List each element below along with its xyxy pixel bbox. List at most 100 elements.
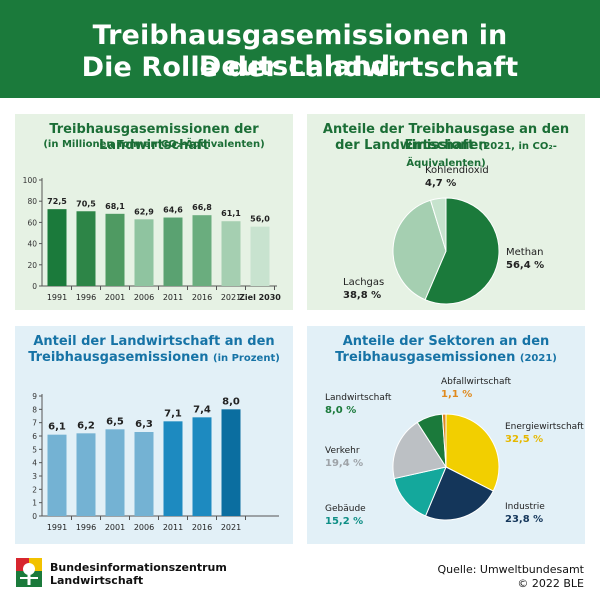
pie-value-label: 23,8 %: [505, 514, 543, 525]
bar-value-label: 6,5: [106, 416, 124, 427]
bar: [192, 215, 212, 286]
bar-value-label: 6,1: [48, 422, 66, 433]
panel-subtitle: (2021): [519, 353, 557, 364]
pie-legend-label: Verkehr: [325, 446, 360, 456]
bar: [47, 434, 67, 516]
bar-value-label: 8,0: [222, 396, 240, 407]
bar-value-label: 61,1: [221, 209, 241, 218]
bar-value-label: 7,1: [164, 408, 182, 419]
panel-title-line1: Anteil der Landwirtschaft an den: [33, 334, 275, 349]
x-tick-label: 2016: [192, 293, 212, 302]
ble-org-line2: Landwirtschaft: [50, 574, 144, 587]
bar: [105, 429, 125, 516]
bar: [221, 409, 241, 516]
y-tick-label: 3: [32, 472, 37, 481]
sectors-pie-chart: Energiewirtschaft 32,5 % Industrie 23,8 % Ge…: [325, 377, 584, 527]
y-tick-label: 100: [23, 176, 38, 185]
pie-legend-label: Landwirtschaft: [325, 393, 392, 403]
y-tick-label: 6: [32, 432, 37, 441]
x-tick-label: 2001: [105, 293, 125, 302]
y-tick-label: 5: [32, 445, 37, 454]
pie-value-label: 4,7 %: [425, 178, 456, 189]
bar-value-label: 72,5: [47, 197, 67, 206]
y-tick-label: 0: [32, 512, 37, 521]
panel-ag-share: Anteil der Landwirtschaft an den Treibha…: [15, 326, 293, 544]
ble-org-name: Bundesinformationszentrum Landwirtschaft: [50, 561, 227, 587]
ag-share-bar-chart: 0 1 2 3 4 5 6 7 8 9 6,1 1991 6,2 1996 6,5 2001 6,3 2006 7,…: [32, 392, 279, 532]
pie-slice: [393, 466, 447, 517]
bar: [163, 217, 183, 286]
gas-shares-pie-chart: Methan 56,4 % Lachgas 38,8 % Kohlendioxid 4,7…: [343, 165, 544, 305]
copyright-line: © 2022 BLE: [517, 577, 584, 590]
y-tick-label: 8: [32, 405, 37, 414]
pie-slice: [392, 199, 447, 301]
x-tick-label: 1991: [47, 523, 67, 532]
bar-value-label: 68,1: [105, 202, 125, 211]
panel-title-line2: Treibhausgasemissionen (in Prozent): [15, 350, 293, 367]
bar: [76, 433, 96, 516]
page-title-line1: Treibhausgasemissionen in Deutschland:: [92, 20, 508, 82]
panel-title-line2: der Landwirtschaft (2021, in CO₂-Äquival…: [307, 138, 585, 172]
bar: [134, 432, 154, 516]
pie-slice: [429, 197, 447, 252]
y-tick-label: 80: [27, 197, 37, 206]
x-tick-label: 2006: [134, 523, 154, 532]
pie-legend-label: Methan: [506, 247, 544, 258]
y-tick-label: 4: [32, 459, 37, 468]
ble-logo-icon: [16, 558, 42, 587]
pie-legend-label: Lachgas: [343, 277, 384, 288]
bar-value-label: 70,5: [76, 199, 96, 208]
bar-value-label: 7,4: [193, 404, 211, 415]
bar-value-label: 56,0: [250, 215, 270, 224]
panel-subtitle: (2021, in CO₂-Äquivalenten): [406, 141, 557, 169]
x-tick-label: 2021: [221, 293, 241, 302]
pie-value-label: 56,4 %: [506, 260, 544, 271]
y-tick-label: 1: [32, 499, 37, 508]
panel-title-line2-text: der Landwirtschaft: [335, 138, 475, 153]
pie-legend-label: Abfallwirtschaft: [441, 377, 512, 387]
bar: [192, 417, 212, 516]
bar-value-label: 6,3: [135, 419, 153, 430]
pie-value-label: 19,4 %: [325, 458, 363, 469]
pie-value-label: 38,8 %: [343, 290, 381, 301]
pie-legend-label: Energiewirtschaft: [505, 422, 584, 432]
pie-legend-label: Industrie: [505, 502, 545, 512]
y-tick-label: 0: [32, 282, 37, 291]
bar-value-label: 66,8: [192, 203, 212, 212]
panel-title-line1: Anteile der Treibhausgase an den Emissio…: [322, 122, 570, 153]
panel-gas-shares: Anteile der Treibhausgase an den Emissio…: [307, 114, 585, 310]
y-tick-label: 9: [32, 392, 37, 401]
x-tick-label: 1996: [76, 293, 96, 302]
panel-title-line2: Treibhausgasemissionen (2021): [307, 350, 585, 367]
page-title-line2: Die Rolle der Landwirtschaft: [81, 52, 519, 83]
bar: [250, 226, 270, 286]
pie-slice: [392, 421, 447, 480]
panel-title-line2-text: Treibhausgasemissionen: [335, 350, 516, 365]
source-line1: Quelle: Umweltbundesamt: [437, 563, 584, 576]
x-tick-label: 2006: [134, 293, 154, 302]
y-tick-label: 2: [32, 485, 37, 494]
header-banner: Treibhausgasemissionen in Deutschland: D…: [0, 0, 600, 98]
x-tick-label: 2011: [163, 293, 183, 302]
x-tick-label: 2001: [105, 523, 125, 532]
pie-slice: [424, 466, 494, 521]
ag-emissions-bar-chart: 0 20 40 60 80 100 72,5 1991 70,5 1996 68,1 2001 62,9…: [23, 176, 282, 302]
bar-value-label: 64,6: [163, 206, 183, 215]
pie-legend-label: Kohlendioxid: [425, 165, 489, 176]
y-tick-label: 20: [27, 261, 37, 270]
pie-slice: [441, 413, 447, 468]
pie-value-label: 15,2 %: [325, 516, 363, 527]
bar: [105, 213, 125, 286]
bar: [221, 221, 241, 286]
bar: [134, 219, 154, 286]
panel-title-line2-text: Treibhausgasemissionen: [28, 350, 209, 365]
bar-value-label: 6,2: [77, 420, 95, 431]
panel-ag-emissions: Treibhausgasemissionen der Landwirtschaf…: [15, 114, 293, 310]
pie-value-label: 1,1 %: [441, 389, 472, 400]
x-tick-label: 1996: [76, 523, 96, 532]
panel-subtitle: (in Prozent): [213, 353, 280, 364]
y-tick-label: 7: [32, 419, 37, 428]
pie-value-label: 32,5 %: [505, 434, 543, 445]
pie-slice: [424, 197, 500, 305]
panel-title: Treibhausgasemissionen der Landwirtschaf…: [49, 122, 259, 153]
